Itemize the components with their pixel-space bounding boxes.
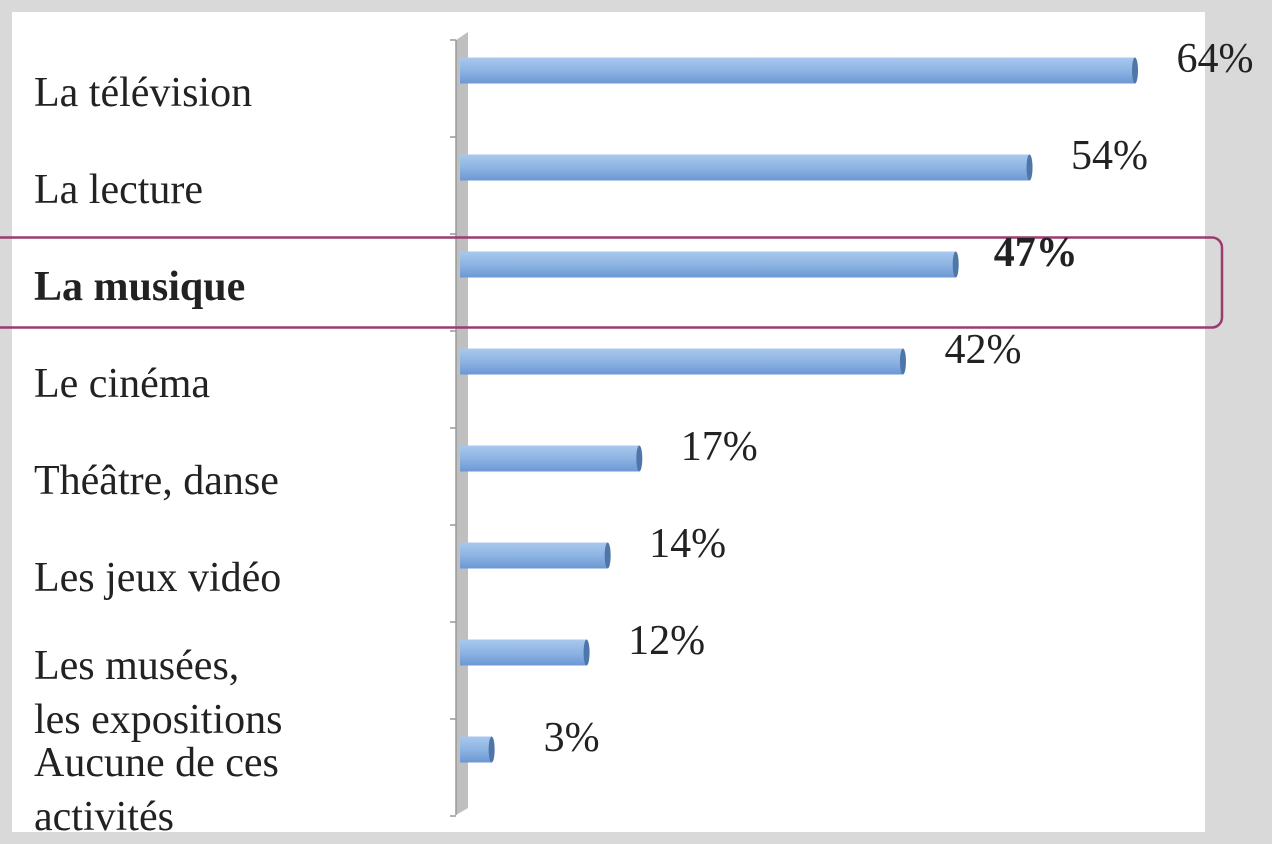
value-label: 47% — [993, 229, 1078, 276]
bar-cap — [604, 542, 611, 569]
bar — [460, 445, 640, 472]
value-label: 14% — [649, 520, 727, 567]
category-label: La télévision — [34, 69, 253, 116]
category-label: Théâtre, danse — [34, 457, 279, 504]
category-label: La musique — [34, 263, 246, 310]
value-label: 3% — [543, 714, 600, 761]
highlight-box — [0, 236, 1224, 329]
category-label: Les jeux vidéo — [34, 554, 282, 601]
category-label: Le cinéma — [34, 360, 211, 407]
bar — [460, 348, 903, 375]
value-label: 64% — [1176, 35, 1254, 82]
value-label: 42% — [944, 326, 1022, 373]
bar-cap — [1132, 57, 1138, 84]
bar — [460, 57, 1135, 84]
value-label: 54% — [1071, 132, 1149, 179]
category-label: Les musées, les expositions — [34, 642, 283, 743]
bar — [460, 736, 492, 763]
axis-wall — [456, 32, 468, 815]
category-label: Aucune de ces activités — [34, 739, 279, 840]
bar-cap — [1026, 154, 1033, 181]
bar-cap — [583, 639, 590, 666]
bar — [460, 154, 1030, 181]
bar — [460, 639, 587, 666]
value-label: 17% — [680, 423, 758, 470]
panel — [12, 12, 1205, 832]
category-label: La lecture — [34, 166, 204, 213]
value-label: 12% — [628, 617, 706, 664]
bar-cap — [488, 736, 495, 763]
bar — [460, 542, 608, 569]
bar-cap — [636, 445, 643, 472]
bar-cap — [952, 251, 959, 278]
bar-cap — [899, 348, 906, 375]
bar — [460, 251, 956, 278]
